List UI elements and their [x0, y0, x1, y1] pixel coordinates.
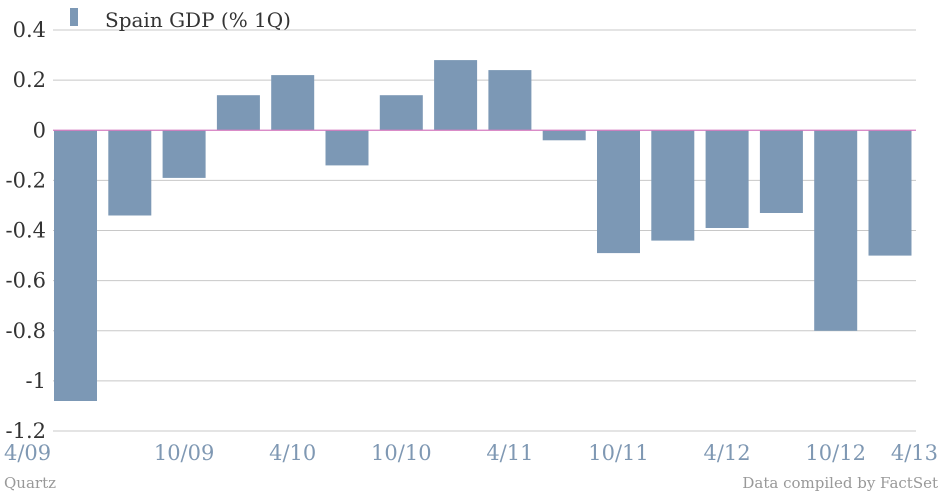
bar	[814, 130, 858, 331]
bar	[379, 95, 423, 131]
y-tick-label: -0.2	[6, 168, 47, 192]
y-tick-label: -1.2	[6, 419, 47, 443]
bar	[108, 130, 152, 216]
bar	[868, 130, 912, 256]
legend-swatch	[70, 8, 78, 26]
x-axis-ticks: 4/09 10/09 4/10 10/10 4/11 10/11 4/12 10/12 4/13	[4, 441, 938, 465]
footer-source-left: Quartz	[4, 474, 56, 492]
bar	[54, 130, 97, 402]
y-tick-label: 0.2	[13, 68, 46, 92]
y-axis-ticks: 0.4 0.2 0 -0.2 -0.4 -0.6 -0.8 -1 -1.2	[6, 18, 47, 443]
x-tick-label: 4/09	[4, 441, 51, 465]
legend-label: Spain GDP (% 1Q)	[105, 8, 291, 32]
x-tick-label: 10/11	[588, 441, 649, 465]
y-tick-label: -0.6	[6, 269, 47, 293]
footer-source-right: Data compiled by FactSet	[742, 474, 938, 492]
y-tick-label: -0.8	[6, 319, 47, 343]
bar	[651, 130, 695, 241]
bar	[271, 75, 315, 131]
x-tick-label: 4/10	[269, 441, 316, 465]
x-tick-label: 4/11	[486, 441, 533, 465]
bar	[705, 130, 749, 228]
x-tick-label: 10/10	[371, 441, 432, 465]
bar	[434, 60, 478, 131]
bar	[759, 130, 803, 213]
x-tick-label: 10/09	[154, 441, 215, 465]
y-tick-label: 0	[33, 118, 46, 142]
bar	[488, 70, 532, 131]
x-tick-label: 4/13	[891, 441, 938, 465]
grid-lines	[53, 29, 916, 432]
legend: Spain GDP (% 1Q)	[70, 8, 291, 32]
y-tick-label: 0.4	[13, 18, 46, 42]
x-tick-label: 10/12	[805, 441, 866, 465]
bar	[216, 95, 260, 131]
bars	[54, 60, 912, 402]
bar	[325, 130, 369, 166]
y-tick-label: -1	[26, 369, 46, 393]
bar	[542, 130, 586, 141]
x-tick-label: 4/12	[704, 441, 751, 465]
bar	[162, 130, 206, 178]
y-tick-label: -0.4	[6, 219, 47, 243]
bar	[597, 130, 640, 254]
